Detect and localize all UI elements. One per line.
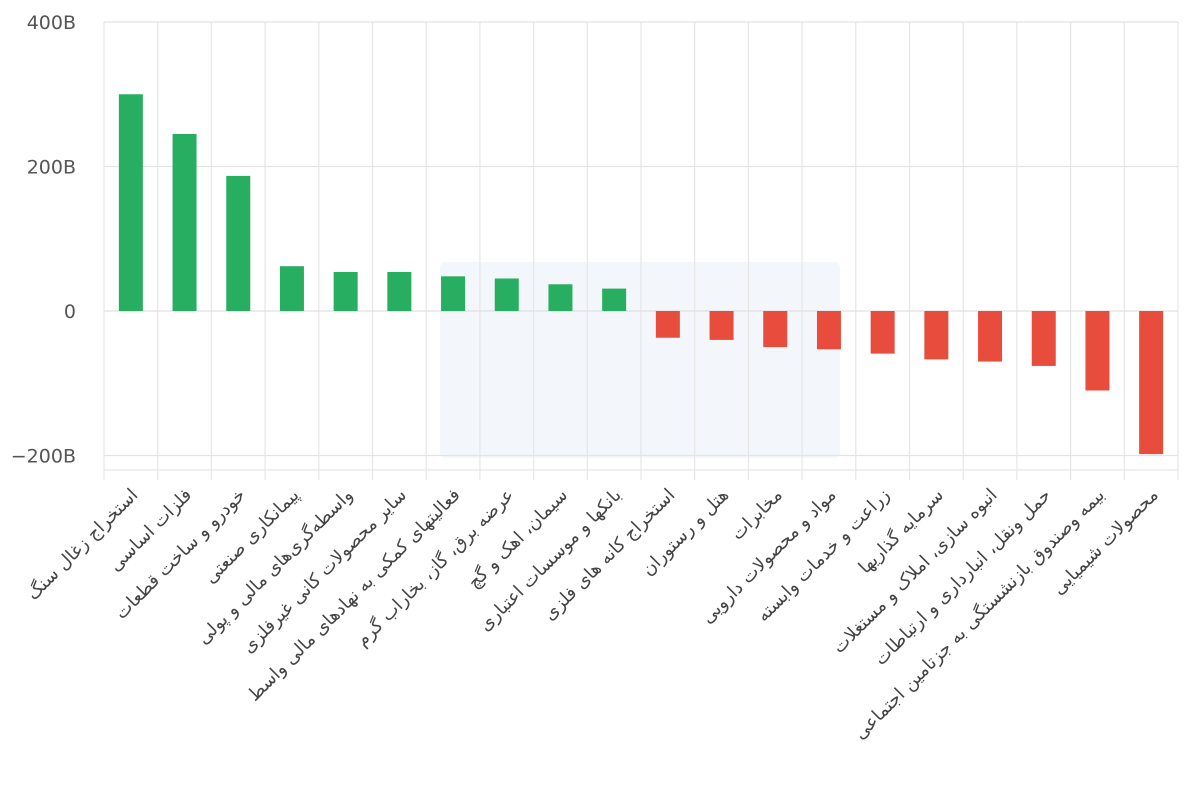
x-tick-label: پیمانکاری صنعتی [200, 485, 303, 588]
bar[interactable] [1139, 311, 1164, 455]
y-axis: 400B 200B 0 −200B [11, 12, 76, 468]
bar[interactable] [118, 94, 143, 311]
bar[interactable] [709, 311, 734, 340]
bar[interactable] [924, 311, 949, 360]
bar[interactable] [494, 278, 519, 311]
y-tick-label: 200B [27, 157, 76, 179]
bar[interactable] [226, 175, 251, 311]
bar[interactable] [441, 276, 466, 311]
bar[interactable] [1085, 311, 1110, 391]
y-tick-label: 0 [64, 301, 76, 323]
bar[interactable] [172, 133, 197, 311]
bars-layer [118, 94, 1164, 455]
bar[interactable] [816, 311, 841, 350]
x-tick-label: سیمان، اهک و گچ [463, 484, 572, 593]
bar[interactable] [602, 288, 627, 311]
bar[interactable] [870, 311, 895, 354]
bar[interactable] [333, 271, 358, 311]
bar[interactable] [1031, 311, 1056, 366]
bar[interactable] [763, 311, 788, 348]
bar[interactable] [978, 311, 1003, 362]
bar[interactable] [279, 266, 304, 311]
bar[interactable] [655, 311, 680, 338]
y-tick-label: 400B [27, 12, 76, 34]
bar[interactable] [548, 284, 573, 311]
bar[interactable] [387, 271, 412, 311]
y-tick-label: −200B [11, 446, 76, 468]
grid-layer [103, 21, 1179, 480]
x-tick-label: بیمه وصندوق بازنشستگی به جزتامین اجتماعی [849, 484, 1109, 744]
